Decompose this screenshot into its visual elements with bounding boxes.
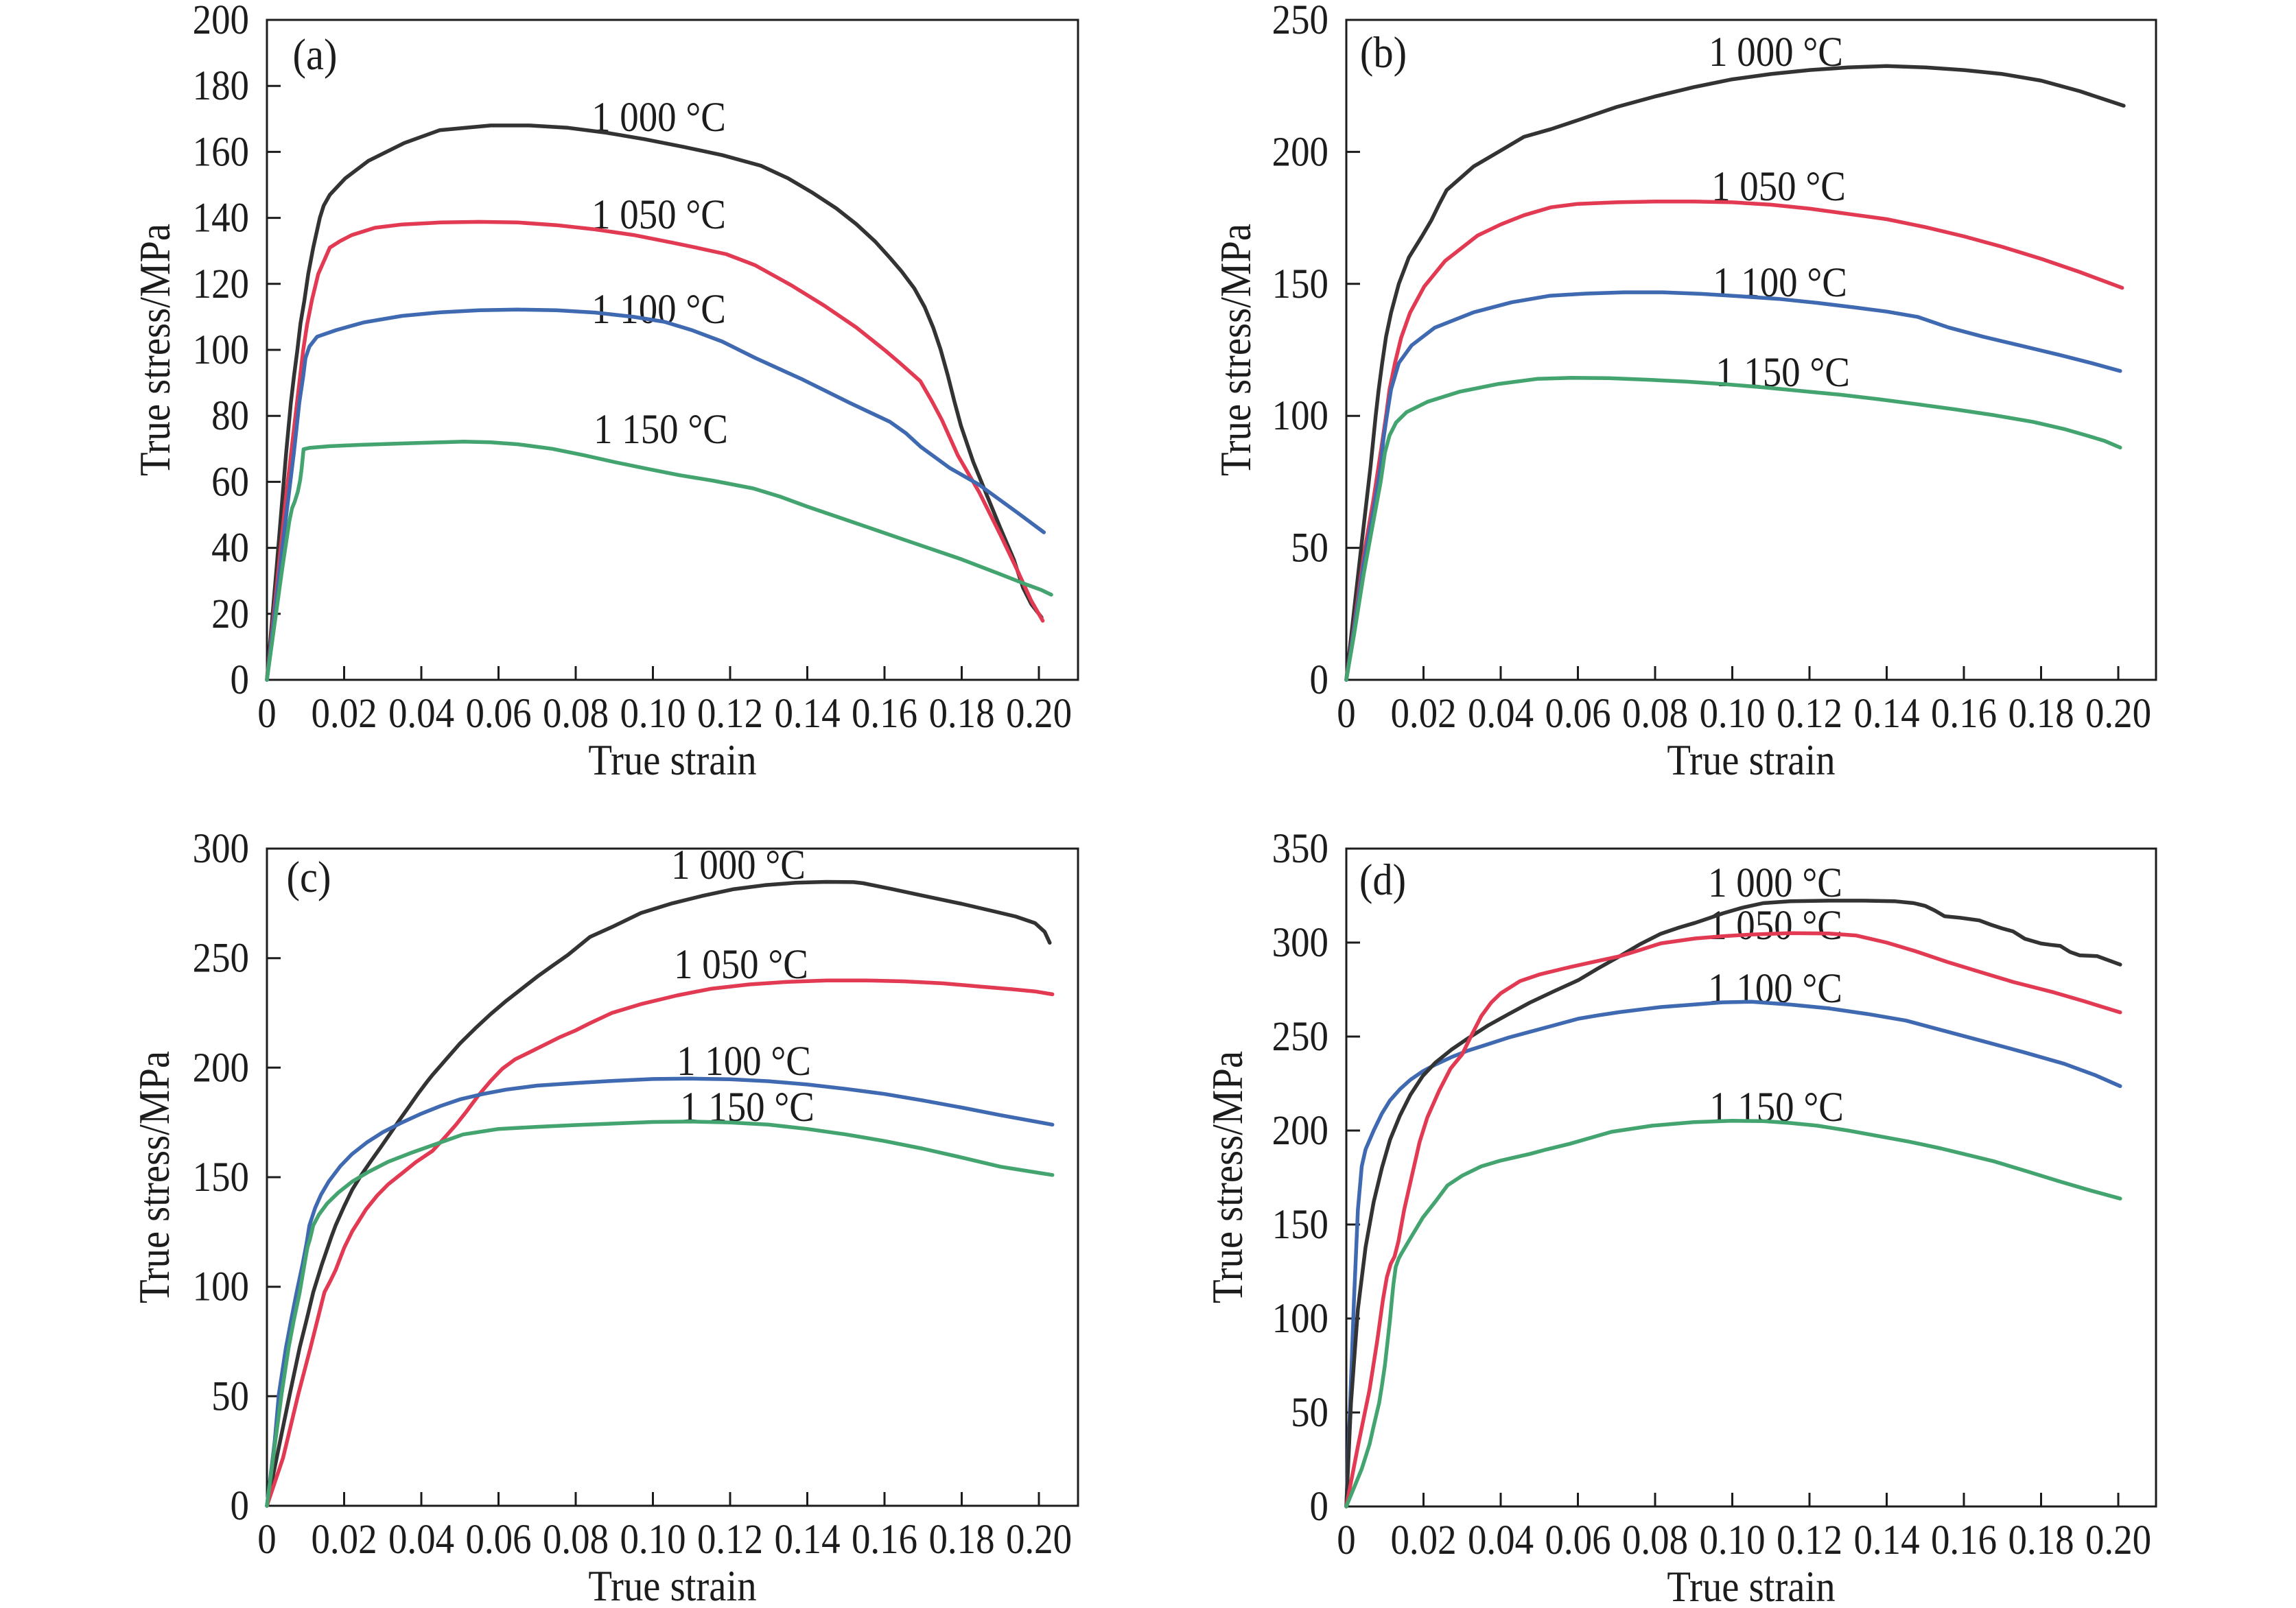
svg-text:0.04: 0.04 xyxy=(388,689,454,736)
svg-text:0.06: 0.06 xyxy=(465,1515,531,1562)
svg-text:0.14: 0.14 xyxy=(1853,689,1919,736)
svg-text:40: 40 xyxy=(211,524,249,571)
svg-text:350: 350 xyxy=(1272,825,1328,871)
svg-text:100: 100 xyxy=(1272,1294,1328,1341)
svg-text:0.06: 0.06 xyxy=(1545,1516,1610,1563)
svg-text:250: 250 xyxy=(193,934,249,981)
svg-text:1 000 °C: 1 000 °C xyxy=(1708,859,1842,906)
svg-text:True strain: True strain xyxy=(588,1562,756,1608)
svg-text:50: 50 xyxy=(211,1373,249,1419)
svg-text:200: 200 xyxy=(193,0,249,43)
svg-text:150: 150 xyxy=(1272,260,1328,307)
svg-text:0: 0 xyxy=(231,1482,249,1528)
svg-text:0: 0 xyxy=(1310,1482,1328,1529)
svg-text:0.04: 0.04 xyxy=(388,1515,454,1562)
svg-text:160: 160 xyxy=(193,128,249,175)
svg-text:0.08: 0.08 xyxy=(543,1515,609,1562)
svg-text:200: 200 xyxy=(1272,128,1328,175)
svg-text:0: 0 xyxy=(1337,689,1355,736)
svg-text:20: 20 xyxy=(211,590,249,637)
svg-text:0.06: 0.06 xyxy=(465,689,531,736)
svg-text:0: 0 xyxy=(257,1515,276,1562)
svg-text:0: 0 xyxy=(257,689,276,736)
svg-text:1 150 °C: 1 150 °C xyxy=(594,405,728,452)
svg-text:0.10: 0.10 xyxy=(620,689,686,736)
svg-text:0.02: 0.02 xyxy=(311,689,377,736)
svg-text:0.08: 0.08 xyxy=(543,689,609,736)
svg-text:0.18: 0.18 xyxy=(928,689,994,736)
svg-text:(c): (c) xyxy=(287,853,331,901)
svg-text:100: 100 xyxy=(193,326,249,373)
svg-text:50: 50 xyxy=(1291,1388,1328,1435)
svg-text:(a): (a) xyxy=(293,30,338,79)
svg-text:0.20: 0.20 xyxy=(1006,689,1072,736)
svg-text:(b): (b) xyxy=(1360,28,1407,77)
svg-text:250: 250 xyxy=(1272,1013,1328,1059)
svg-text:0.02: 0.02 xyxy=(311,1515,377,1562)
svg-text:0: 0 xyxy=(1310,656,1328,702)
svg-text:120: 120 xyxy=(193,260,249,307)
svg-text:0.10: 0.10 xyxy=(1699,689,1765,736)
svg-text:True stress/MPa: True stress/MPa xyxy=(131,224,178,476)
svg-text:0.08: 0.08 xyxy=(1622,1516,1688,1563)
svg-text:0.18: 0.18 xyxy=(2008,1516,2074,1563)
svg-text:150: 150 xyxy=(1272,1201,1328,1247)
svg-text:0.10: 0.10 xyxy=(1699,1516,1765,1563)
svg-text:0.14: 0.14 xyxy=(774,1515,840,1562)
svg-text:0: 0 xyxy=(231,656,249,702)
svg-text:150: 150 xyxy=(193,1153,249,1200)
svg-text:100: 100 xyxy=(193,1263,249,1310)
svg-text:1 100 °C: 1 100 °C xyxy=(591,285,726,332)
svg-text:1 000 °C: 1 000 °C xyxy=(671,841,806,888)
svg-text:200: 200 xyxy=(193,1044,249,1091)
svg-text:0.08: 0.08 xyxy=(1622,689,1688,736)
svg-text:0.12: 0.12 xyxy=(697,1515,763,1562)
svg-text:0.06: 0.06 xyxy=(1545,689,1610,736)
svg-text:0.14: 0.14 xyxy=(1853,1516,1919,1563)
svg-text:0.10: 0.10 xyxy=(620,1515,686,1562)
svg-text:100: 100 xyxy=(1272,392,1328,439)
svg-text:0.18: 0.18 xyxy=(928,1515,994,1562)
svg-text:0.12: 0.12 xyxy=(697,689,763,736)
svg-text:0: 0 xyxy=(1337,1516,1355,1563)
svg-text:60: 60 xyxy=(211,458,249,505)
svg-text:0.16: 0.16 xyxy=(852,689,917,736)
svg-text:1 100 °C: 1 100 °C xyxy=(677,1037,811,1084)
svg-text:50: 50 xyxy=(1291,524,1328,571)
svg-text:True stress/MPa: True stress/MPa xyxy=(1212,224,1259,476)
svg-text:180: 180 xyxy=(193,62,249,109)
svg-text:0.02: 0.02 xyxy=(1390,689,1456,736)
svg-text:140: 140 xyxy=(193,194,249,241)
svg-text:0.04: 0.04 xyxy=(1468,689,1534,736)
svg-text:1 050 °C: 1 050 °C xyxy=(674,941,808,987)
svg-text:0.16: 0.16 xyxy=(1931,1516,1997,1563)
svg-text:0.14: 0.14 xyxy=(774,689,840,736)
svg-text:0.12: 0.12 xyxy=(1777,1516,1842,1563)
svg-text:0.20: 0.20 xyxy=(1006,1515,1072,1562)
svg-text:0.04: 0.04 xyxy=(1468,1516,1534,1563)
svg-text:80: 80 xyxy=(211,392,249,439)
svg-text:300: 300 xyxy=(193,825,249,871)
svg-text:True stress/MPa: True stress/MPa xyxy=(130,1051,178,1303)
svg-text:250: 250 xyxy=(1272,0,1328,43)
svg-text:True strain: True strain xyxy=(588,736,756,783)
svg-text:(d): (d) xyxy=(1359,855,1406,904)
svg-text:0.16: 0.16 xyxy=(852,1515,917,1562)
svg-text:True strain: True strain xyxy=(1667,736,1835,783)
svg-text:1 050 °C: 1 050 °C xyxy=(1708,901,1842,948)
svg-text:True stress/MPa: True stress/MPa xyxy=(1204,1051,1251,1303)
svg-text:0.02: 0.02 xyxy=(1390,1516,1456,1563)
svg-text:0.20: 0.20 xyxy=(2085,1516,2151,1563)
svg-text:1 050 °C: 1 050 °C xyxy=(591,191,726,237)
svg-text:0.20: 0.20 xyxy=(2085,689,2151,736)
svg-text:300: 300 xyxy=(1272,919,1328,965)
svg-text:True strain: True strain xyxy=(1667,1563,1835,1608)
svg-text:200: 200 xyxy=(1272,1107,1328,1153)
svg-text:0.16: 0.16 xyxy=(1931,689,1997,736)
svg-text:0.18: 0.18 xyxy=(2008,689,2074,736)
svg-text:0.12: 0.12 xyxy=(1777,689,1842,736)
